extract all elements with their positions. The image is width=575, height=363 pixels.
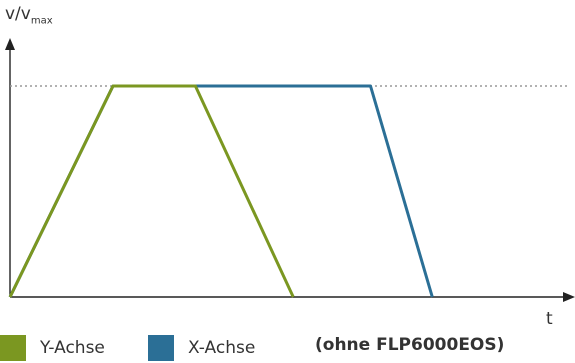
chart-axes [5, 38, 575, 302]
y-axis-arrow [5, 38, 15, 50]
legend-swatch-x-achse [148, 335, 174, 361]
series-line-x-achse [8, 84, 434, 298]
x-axis-arrow [563, 292, 575, 302]
y-axis-label-main: v/v [5, 4, 31, 24]
legend-label-x-achse: X-Achse [188, 338, 256, 358]
legend-item-y-achse: Y-Achse [0, 333, 105, 363]
series-group [8, 84, 434, 298]
legend-swatch-y-achse [0, 335, 26, 361]
y-axis-label: v/vmax [5, 4, 53, 26]
x-axis-label: t [546, 309, 553, 329]
series-line-y-achse [8, 84, 295, 298]
legend-label-y-achse: Y-Achse [40, 338, 105, 358]
y-axis-label-sub: max [30, 15, 53, 27]
legend-item-x-achse: X-Achse [148, 333, 255, 363]
chart-note: (ohne FLP6000EOS) [315, 335, 505, 355]
